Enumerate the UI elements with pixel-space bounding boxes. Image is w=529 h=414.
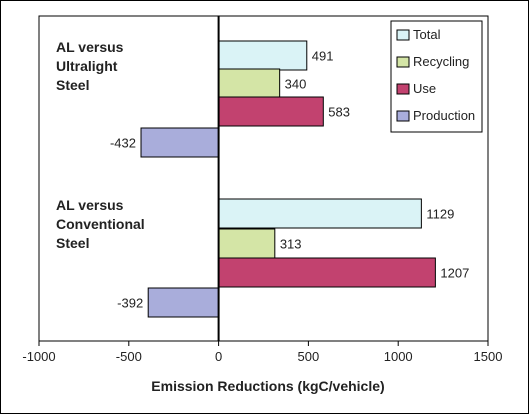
bar-production-group-2 <box>147 287 220 318</box>
legend-label-total: Total <box>413 27 441 42</box>
legend-swatch-total <box>396 29 410 41</box>
bar-recycling-group-2 <box>218 228 276 259</box>
data-label-total-group-1: 491 <box>312 49 334 64</box>
data-label-recycling-group-1: 340 <box>285 77 307 92</box>
bar-recycling-group-1 <box>218 68 281 99</box>
data-label-recycling-group-2: 313 <box>280 237 302 252</box>
legend-label-recycling: Recycling <box>413 54 469 69</box>
bar-total-group-2 <box>218 198 422 229</box>
legend-label-production: Production <box>413 108 475 123</box>
data-label-total-group-2: 1129 <box>426 207 454 222</box>
legend-swatch-recycling <box>396 56 410 68</box>
legend-swatch-production <box>396 110 410 122</box>
group-label-2-line-3: Steel <box>56 235 89 251</box>
x-tick-label--1000: -1000 <box>22 349 55 364</box>
group-label-1: AL versus Ultralight Steel <box>56 39 124 93</box>
bar-use-group-2 <box>218 257 436 288</box>
bar-use-group-1 <box>218 96 324 127</box>
data-label-use-group-1: 583 <box>328 105 350 120</box>
group-label-1-line-1: AL versus <box>56 39 124 55</box>
data-label-use-group-2: 1207 <box>440 266 469 281</box>
x-tick-label-1000: 1000 <box>384 349 413 364</box>
legend-label-use: Use <box>413 81 436 96</box>
x-axis-title: Emission Reductions (kgC/vehicle) <box>151 378 384 394</box>
x-tick-label--500: -500 <box>116 349 142 364</box>
data-label-production-group-2: -392 <box>117 296 143 311</box>
x-tick-label-500: 500 <box>298 349 320 364</box>
legend-swatch-use <box>396 83 410 95</box>
group-label-1-line-2: Ultralight <box>56 58 118 74</box>
x-tick-label-1500: 1500 <box>474 349 503 364</box>
x-tick-label-0: 0 <box>215 349 222 364</box>
group-label-2: AL versus Conventional Steel <box>56 197 145 251</box>
data-label-production-group-1: -432 <box>110 136 136 151</box>
group-label-1-line-3: Steel <box>56 77 89 93</box>
bar-total-group-1 <box>218 40 308 71</box>
group-label-2-line-1: AL versus <box>56 197 124 213</box>
bar-production-group-1 <box>140 127 220 158</box>
group-label-2-line-2: Conventional <box>56 216 145 232</box>
